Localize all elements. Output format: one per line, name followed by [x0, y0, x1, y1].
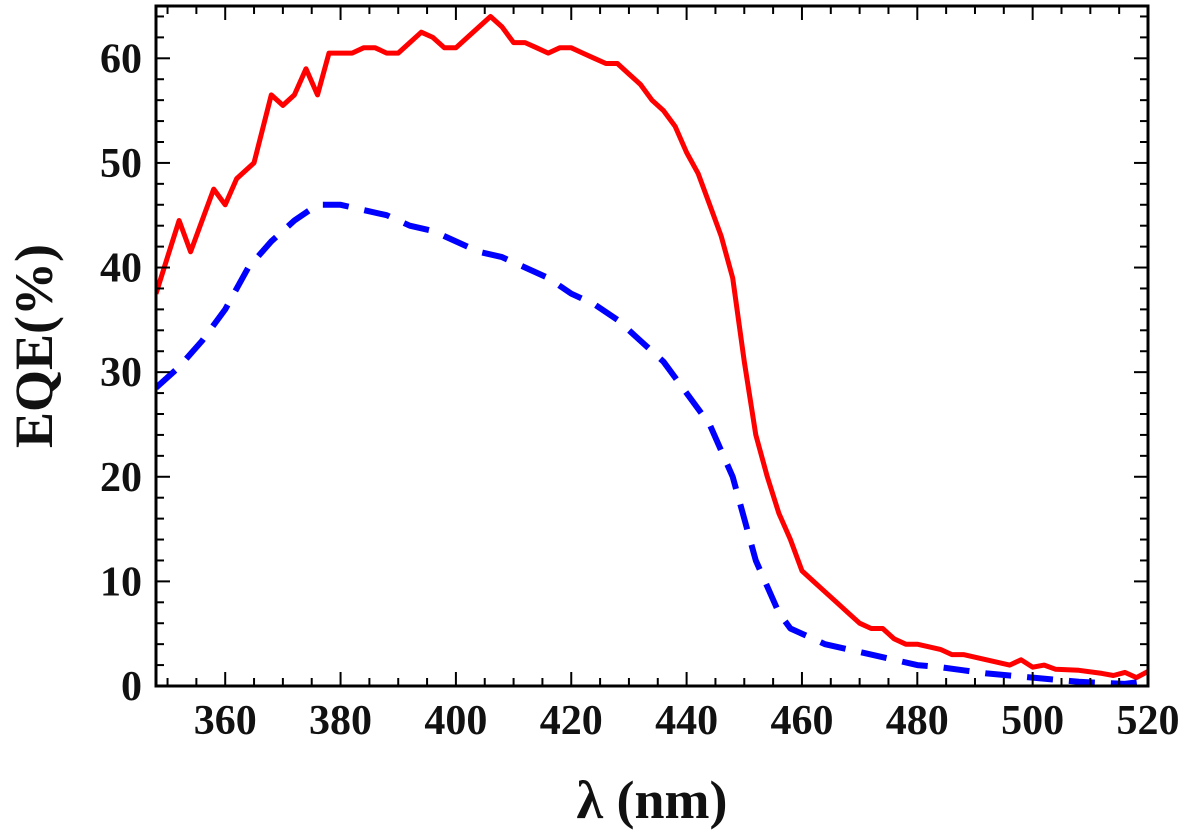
x-tick-label: 420	[540, 698, 603, 744]
plot-frame	[154, 4, 1150, 688]
series-line-2	[156, 201, 1148, 686]
x-tick-label: 480	[886, 698, 949, 744]
y-tick-label: 50	[100, 141, 142, 187]
series-line-1	[156, 14, 1148, 681]
x-axis-title: λ (nm)	[576, 770, 727, 830]
x-tick-label: 400	[424, 698, 487, 744]
x-tick-label: 360	[194, 698, 257, 744]
ticks-layer: 360 380 400 420 440 460 480 500 520 0 10 20 30 40 50 60	[100, 6, 1180, 744]
y-tick-label: 40	[100, 246, 142, 292]
y-tick-label: 0	[121, 664, 142, 710]
x-tick-label: 460	[770, 698, 833, 744]
x-tick-label: 500	[1001, 698, 1064, 744]
y-axis-title: EQE(%)	[4, 244, 64, 448]
plot-layer	[156, 14, 1148, 686]
x-tick-label: 440	[655, 698, 718, 744]
y-tick-label: 30	[100, 350, 142, 396]
x-tick-label: 380	[309, 698, 372, 744]
y-tick-label: 60	[100, 36, 142, 82]
x-tick-label: 520	[1117, 698, 1180, 744]
y-tick-label: 10	[100, 559, 142, 605]
y-tick-label: 20	[100, 455, 142, 501]
